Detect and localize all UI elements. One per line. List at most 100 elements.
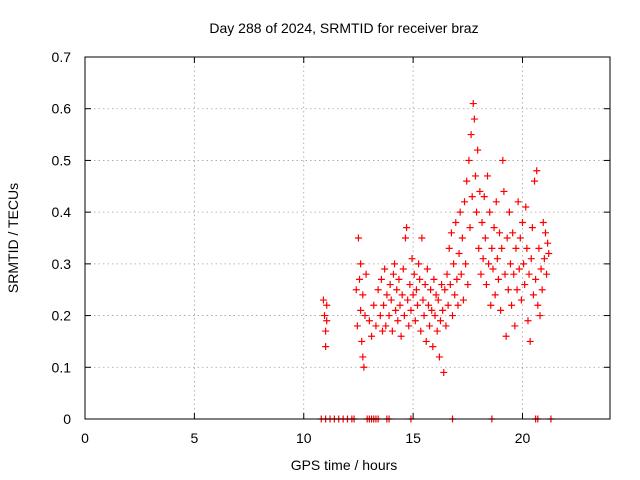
data-point (455, 250, 463, 258)
data-point (528, 224, 536, 232)
data-point (417, 327, 425, 335)
data-point (442, 322, 450, 330)
data-point (532, 275, 540, 283)
y-tick-label: 0.2 (52, 308, 72, 324)
data-point (354, 234, 362, 242)
data-point (441, 286, 449, 294)
data-point (543, 270, 551, 278)
x-tick-label: 0 (81, 430, 89, 446)
data-point (433, 327, 441, 335)
data-point (439, 306, 447, 314)
data-point (502, 332, 510, 340)
data-point (427, 286, 435, 294)
y-tick-label: 0.1 (52, 359, 72, 375)
data-point (498, 244, 506, 252)
data-point (485, 260, 493, 268)
data-point (481, 234, 489, 242)
data-point (407, 306, 415, 314)
data-point (380, 301, 388, 309)
data-point (365, 317, 373, 325)
data-point (454, 301, 462, 309)
data-point (512, 244, 520, 252)
data-point (391, 260, 399, 268)
data-point (492, 198, 500, 206)
data-point (405, 322, 413, 330)
data-point (533, 167, 541, 175)
data-point (352, 286, 360, 294)
data-point (411, 317, 419, 325)
data-point (497, 306, 505, 314)
x-tick-label: 20 (515, 430, 531, 446)
data-point (419, 296, 427, 304)
data-point (517, 296, 525, 304)
data-point (359, 353, 367, 361)
data-point (508, 301, 516, 309)
data-point (383, 291, 391, 299)
plot-frame (84, 56, 611, 420)
axis-ticks (84, 56, 610, 420)
data-point (462, 260, 470, 268)
x-axis-label: GPS time / hours (291, 457, 398, 473)
data-point (511, 322, 519, 330)
data-point (545, 250, 553, 258)
data-point (478, 218, 486, 226)
data-point (525, 270, 533, 278)
data-point (415, 260, 423, 268)
data-point (386, 281, 394, 289)
data-point (515, 265, 523, 273)
data-point (461, 198, 469, 206)
data-point (534, 301, 542, 309)
data-point (377, 275, 385, 283)
data-point (522, 203, 530, 211)
data-point (470, 115, 478, 123)
data-point (451, 291, 459, 299)
data-point (435, 353, 443, 361)
data-point (467, 131, 475, 139)
data-point (445, 244, 453, 252)
data-point (503, 234, 511, 242)
data-point (527, 255, 535, 263)
data-point (479, 255, 487, 263)
data-point (385, 312, 393, 320)
data-point (398, 291, 406, 299)
data-point (323, 317, 331, 325)
data-point (381, 265, 389, 273)
data-point (430, 275, 438, 283)
y-tick-label: 0.3 (52, 256, 72, 272)
data-point (358, 337, 366, 345)
data-point (480, 193, 488, 201)
data-point (410, 270, 418, 278)
data-point (494, 275, 502, 283)
data-point (520, 260, 528, 268)
chart-title: Day 288 of 2024, SRMTID for receiver bra… (209, 20, 478, 36)
data-point (432, 291, 440, 299)
data-point (537, 265, 545, 273)
data-point (322, 327, 330, 335)
data-point (438, 281, 446, 289)
data-point (434, 296, 442, 304)
data-point (482, 281, 490, 289)
data-point (519, 218, 526, 226)
data-point (393, 286, 401, 294)
data-point (387, 296, 395, 304)
data-point (395, 275, 403, 283)
data-point (401, 234, 409, 242)
data-point (477, 270, 485, 278)
data-point (514, 198, 522, 206)
data-point (459, 296, 467, 304)
data-point (424, 301, 432, 309)
data-point (487, 301, 495, 309)
data-point (469, 100, 477, 108)
data-point (536, 312, 544, 320)
data-point (484, 172, 491, 180)
data-point (449, 312, 456, 320)
data-point (421, 281, 429, 289)
data-point (496, 229, 504, 237)
data-point (396, 301, 404, 309)
data-point (379, 327, 386, 335)
data-point (429, 343, 437, 351)
data-point (450, 260, 458, 268)
data-point (388, 327, 396, 335)
data-point (526, 337, 534, 345)
data-point (474, 146, 482, 154)
